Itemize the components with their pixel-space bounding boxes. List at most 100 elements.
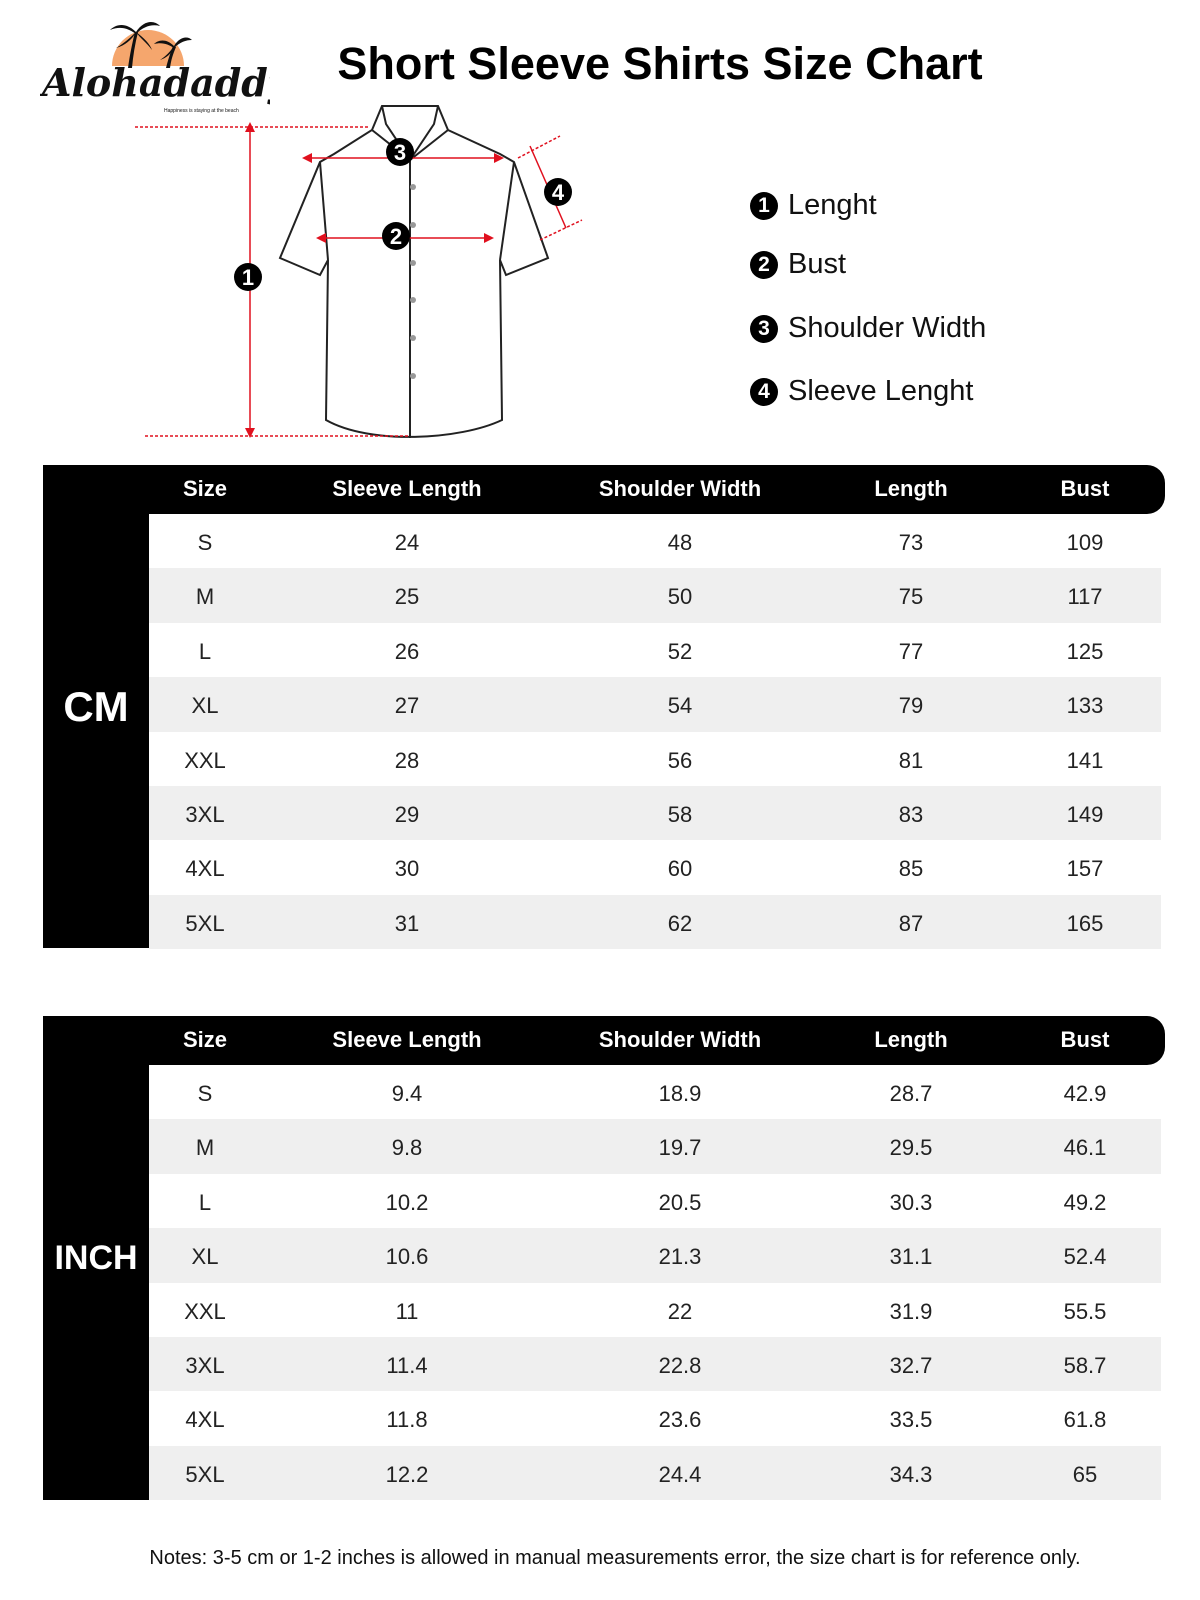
- table-row: XXL 28 56 81 141: [149, 731, 1161, 786]
- table-cell: 29.5: [889, 1135, 933, 1161]
- table-cell: 54: [667, 693, 693, 719]
- table-cell: 87: [898, 910, 924, 936]
- column-header: Length: [874, 476, 948, 501]
- table-cell: 81: [898, 747, 924, 773]
- table-cell: 25: [394, 584, 420, 610]
- table-cell: 61.8: [1063, 1407, 1107, 1433]
- table-cell: 29: [394, 802, 420, 827]
- table-cell: 28: [394, 747, 420, 773]
- table-row: XL 10.6 21.3 31.1 52.4: [149, 1228, 1161, 1283]
- table-cell: 31.1: [889, 1244, 933, 1270]
- unit-label: CM: [43, 465, 149, 948]
- table-cell: 30: [394, 856, 420, 882]
- table-cell: 141: [1066, 747, 1104, 773]
- table-cell: 46.1: [1063, 1135, 1107, 1161]
- table-cell: 22.8: [658, 1353, 702, 1378]
- table-cell: 20.5: [658, 1189, 702, 1215]
- table-cell: 42.9: [1063, 1081, 1107, 1106]
- table-cell: 12.2: [385, 1461, 429, 1487]
- table-cell: 26: [394, 638, 420, 664]
- table-cell: 32.7: [889, 1353, 933, 1378]
- shirt-outline: [278, 105, 550, 438]
- table-row: XXL 11 22 31.9 55.5: [149, 1282, 1161, 1337]
- table-cell: L: [198, 1189, 212, 1215]
- table-cell: 52: [667, 638, 693, 664]
- column-header: Shoulder Width: [598, 1027, 762, 1052]
- legend-item-sleeve-length: 4 Sleeve Lenght: [750, 375, 973, 408]
- table-cell: 24.4: [658, 1461, 702, 1487]
- table-cell: L: [198, 638, 212, 664]
- palm-tree-icon: [110, 22, 192, 68]
- table-cell: 9.4: [391, 1081, 423, 1106]
- table-header: Size Sleeve Length Shoulder Width Length Bus…: [43, 465, 1165, 514]
- table-cell: 23.6: [658, 1407, 702, 1433]
- table-cell: 73: [898, 530, 924, 555]
- column-header: Size: [182, 1027, 228, 1052]
- table-row: 4XL 11.8 23.6 33.5 61.8: [149, 1391, 1161, 1446]
- table-cell: 34.3: [889, 1461, 933, 1487]
- table-cell: 125: [1066, 638, 1104, 664]
- table-cell: 18.9: [658, 1081, 702, 1106]
- table-cell: 3XL: [185, 802, 225, 827]
- table-row: 3XL 11.4 22.8 32.7 58.7: [149, 1337, 1161, 1392]
- table-header: Size Sleeve Length Shoulder Width Length Bus…: [43, 1016, 1165, 1065]
- page-title: Short Sleeve Shirts Size Chart: [337, 38, 983, 89]
- table-cell: 60: [667, 856, 693, 882]
- table-row: S 24 48 73 109: [149, 514, 1161, 569]
- table-cell: S: [197, 530, 213, 555]
- table-row: 4XL 30 60 85 157: [149, 840, 1161, 895]
- table-cell: 11.8: [386, 1407, 428, 1433]
- table-row: S 9.4 18.9 28.7 42.9: [149, 1065, 1161, 1120]
- table-cell: 4XL: [185, 1407, 225, 1433]
- table-row: M 9.8 19.7 29.5 46.1: [149, 1119, 1161, 1174]
- table-cell: 77: [898, 638, 924, 664]
- notes: Notes: 3-5 cm or 1-2 inches is allowed i…: [149, 1547, 1081, 1569]
- table-cell: 56: [667, 747, 693, 773]
- cm-size-table: CM Size Sleeve Length Shoulder Width Length B…: [43, 465, 1165, 950]
- marker-1: 1: [242, 265, 254, 290]
- table-cell: 157: [1066, 856, 1104, 882]
- table-cell: 52.4: [1063, 1244, 1107, 1270]
- logo-wordmark: Alohadaddy: [40, 60, 270, 105]
- table-cell: 27: [394, 693, 420, 719]
- table-cell: XL: [191, 693, 219, 719]
- column-header: Shoulder Width: [598, 476, 762, 501]
- table-cell: 31: [394, 910, 420, 936]
- table-cell: 19.7: [658, 1135, 702, 1161]
- shirt-buttons: [410, 184, 416, 379]
- legend-item-bust: 2 Bust: [750, 248, 846, 281]
- table-cell: 9.8: [391, 1135, 423, 1161]
- table-cell: 58: [667, 802, 693, 827]
- table-cell: 149: [1066, 802, 1104, 827]
- marker-4: 4: [552, 180, 565, 205]
- table-row: L 10.2 20.5 30.3 49.2: [149, 1173, 1161, 1229]
- table-cell: 62: [667, 910, 693, 936]
- table-cell: 24: [394, 530, 420, 555]
- table-cell: 10.2: [385, 1189, 429, 1215]
- table-cell: 55.5: [1063, 1298, 1107, 1324]
- unit-label: INCH: [43, 1016, 149, 1500]
- table-cell: XL: [191, 1244, 219, 1270]
- table-row: 5XL 12.2 24.4 34.3 65: [149, 1445, 1161, 1501]
- column-header: Bust: [1060, 1027, 1110, 1052]
- table-cell: 30.3: [889, 1189, 933, 1215]
- table-row: M 25 50 75 117: [149, 568, 1161, 623]
- table-cell: 33.5: [889, 1407, 933, 1433]
- table-cell: 133: [1066, 693, 1104, 719]
- table-cell: 3XL: [185, 1353, 225, 1378]
- column-header: Sleeve Length: [332, 1027, 482, 1052]
- legend-item-length: 1 Lenght: [750, 189, 877, 222]
- table-cell: S: [197, 1081, 213, 1106]
- table-cell: 58.7: [1063, 1353, 1107, 1378]
- table-cell: 21.3: [658, 1244, 702, 1270]
- table-cell: 75: [898, 584, 924, 610]
- table-row: XL 27 54 79 133: [149, 677, 1161, 732]
- table-cell: 31.9: [889, 1298, 933, 1324]
- table-cell: 65: [1072, 1461, 1098, 1487]
- table-cell: 117: [1067, 584, 1103, 610]
- table-cell: 85: [898, 856, 924, 882]
- table-row: L 26 52 77 125: [149, 622, 1161, 678]
- table-row: 3XL 29 58 83 149: [149, 786, 1161, 841]
- table-cell: 49.2: [1063, 1189, 1107, 1215]
- table-cell: 83: [898, 802, 924, 827]
